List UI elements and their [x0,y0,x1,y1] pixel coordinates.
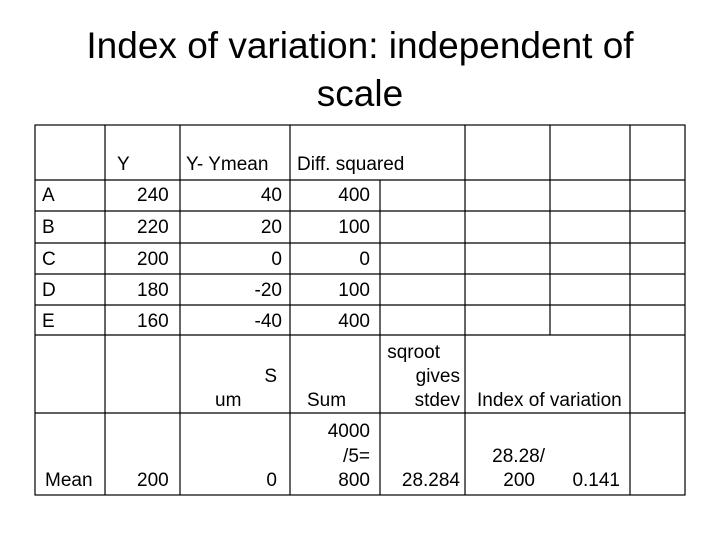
header-row: Y Y- Ymean Diff. squared [117,154,404,175]
title-line: scale [317,73,403,114]
cell: 160 [137,311,169,332]
cell: 400 [338,311,370,332]
cell: um [215,390,241,411]
cell: 100 [338,280,370,301]
cell: S [264,366,277,387]
cell: 240 [137,185,169,206]
cell: Mean [45,470,93,491]
cell: gives [416,366,460,387]
cell: D [42,280,56,301]
slide-title: Index of variation: independent of scale [86,25,634,114]
cell: 220 [137,217,169,238]
cell: 180 [137,280,169,301]
cell: -20 [255,280,282,301]
sum-row: S um Sum sqroot gives stdev Index of var… [215,342,622,411]
cell: 800 [338,470,370,491]
cell: sqroot [387,342,441,363]
cell: 100 [338,217,370,238]
cell: 28.284 [402,470,461,491]
header-cell: Y- Ymean [186,154,268,175]
header-cell: Diff. squared [297,154,404,175]
cell: -40 [255,311,282,332]
cell: 0 [266,470,277,491]
cell: 4000 [328,421,370,442]
cell: 200 [137,470,169,491]
header-cell: Y [117,154,130,175]
cell: /5= [343,446,370,467]
cell: E [42,311,55,332]
cell: A [42,185,55,206]
cell: 200 [503,470,535,491]
data-rows: A 240 40 400 B 220 20 100 C 200 0 0 D 180 -20 100 E 160 -4… [42,185,370,332]
title-line: Index of variation: independent of [86,25,634,66]
cell: stdev [415,390,461,411]
cell: Index of variation [477,390,622,411]
cell: 40 [261,185,282,206]
table-grid [34,124,686,496]
cell: 200 [137,249,169,270]
cell: 0 [359,249,370,270]
cell: 28.28/ [492,446,546,467]
cell: C [42,249,56,270]
cell: 400 [338,185,370,206]
cell: Sum [307,390,346,411]
cell: 20 [261,217,282,238]
mean-row: Mean 200 0 4000 /5= 800 28.284 28.28/ 20… [45,421,620,491]
cell: 0.141 [572,470,620,491]
cell: 0 [271,249,282,270]
cell: B [42,217,55,238]
table-border [34,124,686,496]
